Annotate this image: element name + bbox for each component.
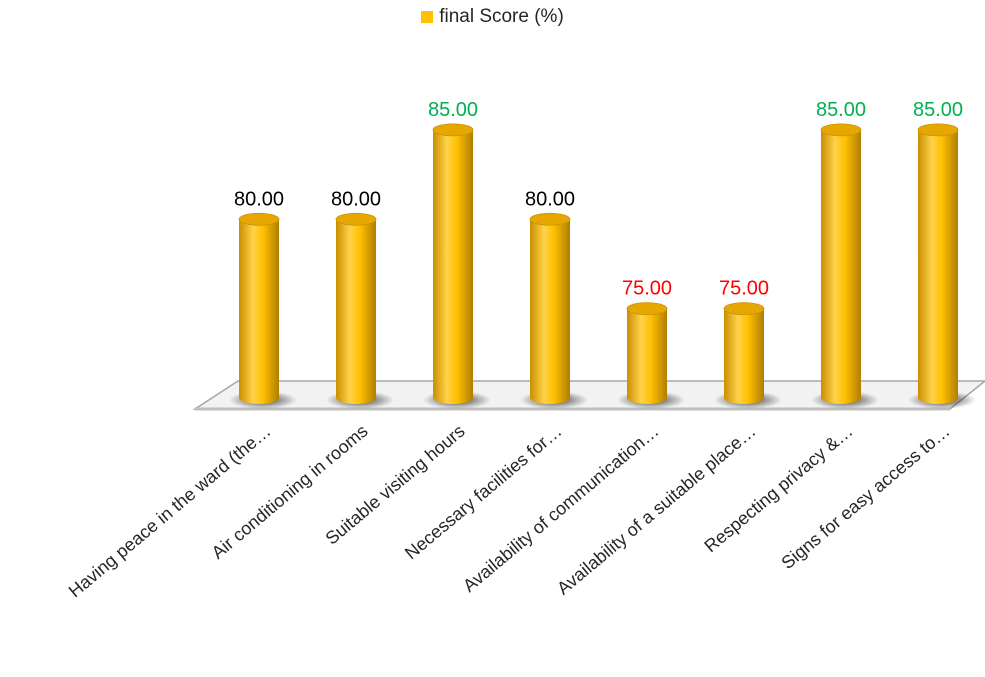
data-label: 85.00	[913, 99, 963, 121]
data-label: 85.00	[816, 99, 866, 121]
bar-body	[724, 308, 764, 404]
bar-top	[335, 212, 377, 226]
x-tick-label: Necessary facilities for…	[401, 421, 566, 564]
bar	[238, 212, 280, 404]
bar-body	[239, 219, 279, 404]
bar	[335, 212, 377, 404]
bar-top	[432, 123, 474, 137]
x-tick-label: Availability of communication…	[459, 421, 662, 596]
bar	[529, 212, 571, 404]
data-label: 75.00	[719, 278, 769, 300]
legend: final Score (%)	[0, 6, 985, 28]
bar-top	[820, 123, 862, 137]
bar	[723, 302, 765, 404]
bar-top	[626, 302, 668, 316]
x-tick-label: Availability of a suitable place…	[553, 421, 760, 599]
bar-top	[917, 123, 959, 137]
bar	[820, 123, 862, 404]
bar-body	[433, 129, 473, 404]
bar-body	[627, 308, 667, 404]
bar-top	[723, 302, 765, 316]
bar-top	[238, 212, 280, 226]
data-label: 80.00	[234, 188, 284, 210]
data-label: 80.00	[331, 188, 381, 210]
bar-body	[821, 129, 861, 404]
data-label: 75.00	[622, 278, 672, 300]
bar-top	[529, 212, 571, 226]
bar	[432, 123, 474, 404]
x-tick-label: Air conditioning in rooms	[208, 421, 372, 563]
legend-swatch	[421, 11, 434, 23]
x-tick-label: Signs for easy access to…	[777, 421, 953, 573]
bar	[626, 302, 668, 404]
bar	[917, 123, 959, 404]
bar-body	[918, 129, 958, 404]
legend-label: final Score (%)	[439, 6, 564, 27]
data-label: 80.00	[525, 188, 575, 210]
x-tick-label: Having peace in the ward (the…	[65, 421, 275, 602]
bar-body	[530, 219, 570, 404]
bar-body	[336, 219, 376, 404]
data-label: 85.00	[428, 99, 478, 121]
